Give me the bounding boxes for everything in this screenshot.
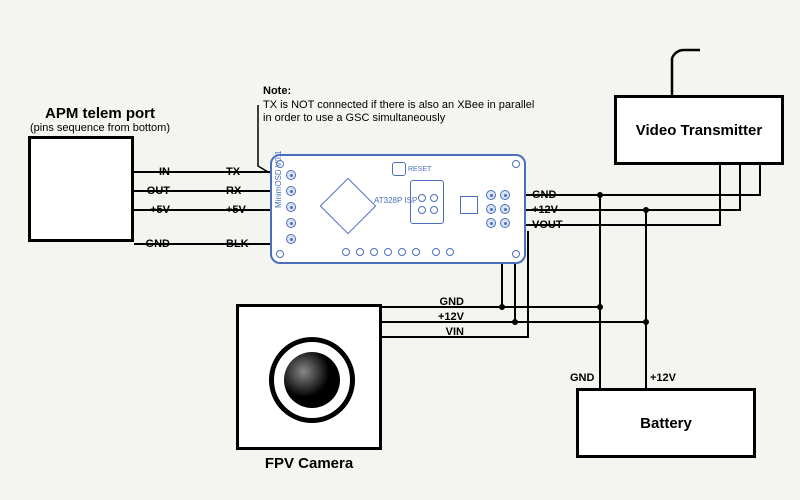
note-title: Note: [263,85,291,97]
apm-pin-in: IN [140,166,170,178]
camera-pin-12v: +12V [430,311,464,323]
battery-box: Battery [576,388,756,458]
pcb-board-label: MinimOSD V0.1 [274,128,283,208]
osd-pcb: MinimOSD V0.1 AT328P ISP RESET [270,154,526,264]
diagram-root: APM telem port (pins sequence from botto… [0,0,800,500]
note-line1: TX is NOT connected if there is also an … [263,99,534,111]
transmitter-box: Video Transmitter [614,95,784,165]
apm-pin-out: OUT [140,185,170,197]
pcb-reset-label: RESET [408,166,431,173]
battery-pin-gnd: GND [570,372,594,384]
battery-pin-12v: +12V [650,372,676,384]
apm-pin-5v: +5V [140,204,170,216]
osd-left-blk: BLK [226,238,249,250]
apm-subtitle: (pins sequence from bottom) [20,122,180,134]
apm-title: APM telem port [20,105,180,122]
osd-right-12v: +12V [532,204,558,216]
camera-lens-inner-icon [284,352,340,408]
osd-left-tx: TX [226,166,240,178]
osd-right-vout: VOUT [532,219,563,231]
osd-right-gnd: GND [532,189,556,201]
pcb-chip-label: AT328P ISP [374,196,417,205]
osd-left-5v: +5V [226,204,246,216]
apm-box [28,136,134,242]
camera-pin-vin: VIN [430,326,464,338]
camera-pin-gnd: GND [430,296,464,308]
apm-pin-gnd: GND [140,238,170,250]
osd-left-rx: RX [226,185,241,197]
note-line2: in order to use a GSC simultaneously [263,112,445,124]
camera-label: FPV Camera [236,455,382,472]
camera-box [236,304,382,450]
